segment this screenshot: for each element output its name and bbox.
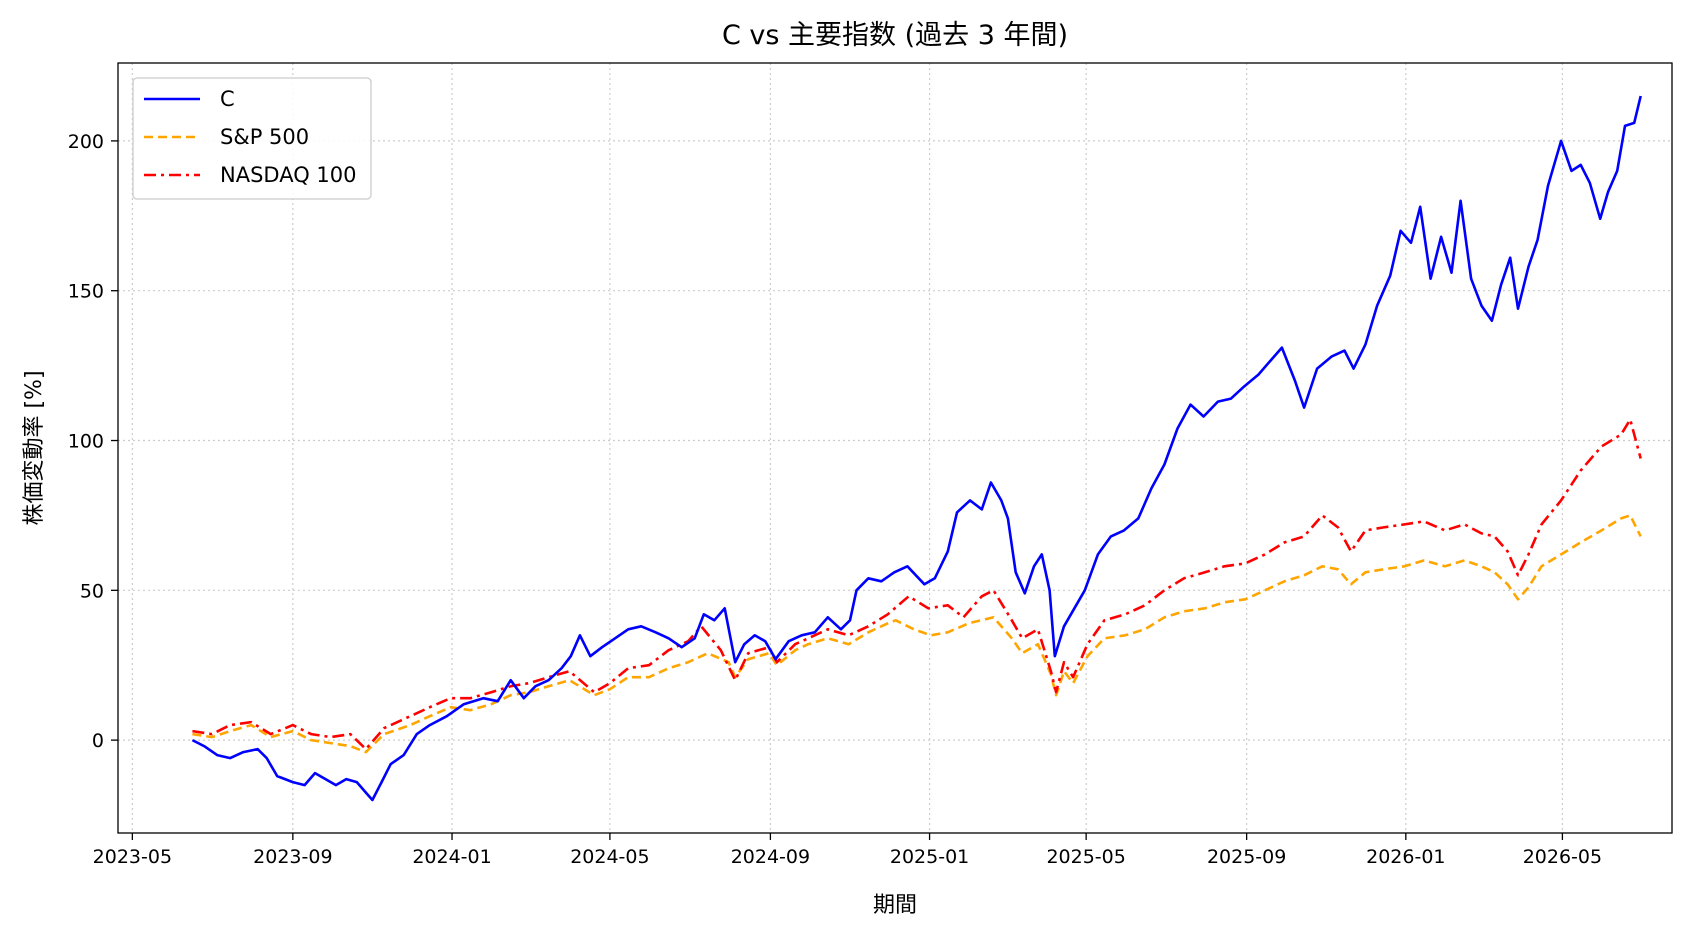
y-tick-label: 0: [92, 730, 104, 752]
y-tick-label: 100: [68, 431, 104, 453]
x-tick-label: 2026-01: [1366, 846, 1445, 868]
y-tick-label: 50: [80, 580, 104, 602]
x-tick-label: 2025-09: [1207, 846, 1286, 868]
x-tick-label: 2025-01: [890, 846, 969, 868]
legend-box: [132, 77, 372, 200]
series-line-c: [191, 95, 1642, 802]
legend-label-sp500: S&P 500: [220, 125, 309, 149]
chart-title: C vs 主要指数 (過去 3 年間): [722, 20, 1068, 51]
x-tick-label: 2024-01: [412, 846, 491, 868]
x-axis-label: 期間: [873, 893, 917, 918]
series-line-s-p-500: [192, 514, 1642, 754]
series-layer: [191, 95, 1642, 802]
x-axis: 2023-05 2023-09 2024-01 2024-05 2024-09 2025-…: [93, 833, 1602, 868]
y-tick-label: 200: [68, 131, 104, 153]
x-tick-label: 2025-05: [1046, 846, 1125, 868]
legend-label-c: C: [220, 87, 235, 111]
legend: C S&P 500 NASDAQ 100: [132, 77, 372, 200]
x-tick-label: 2024-05: [570, 846, 649, 868]
y-tick-label: 150: [68, 281, 104, 303]
series-line-nasdaq-100: [192, 418, 1642, 751]
y-axis: 0 50 100 150 200: [68, 131, 118, 752]
x-tick-label: 2023-05: [93, 846, 172, 868]
x-tick-label: 2023-09: [253, 846, 332, 868]
legend-label-nasdaq100: NASDAQ 100: [220, 163, 357, 187]
y-axis-label: 株価変動率 [%]: [22, 370, 47, 525]
plot-area: [117, 62, 1673, 834]
grid: [118, 63, 1672, 833]
x-tick-label: 2026-05: [1523, 846, 1602, 868]
x-tick-label: 2024-09: [731, 846, 810, 868]
